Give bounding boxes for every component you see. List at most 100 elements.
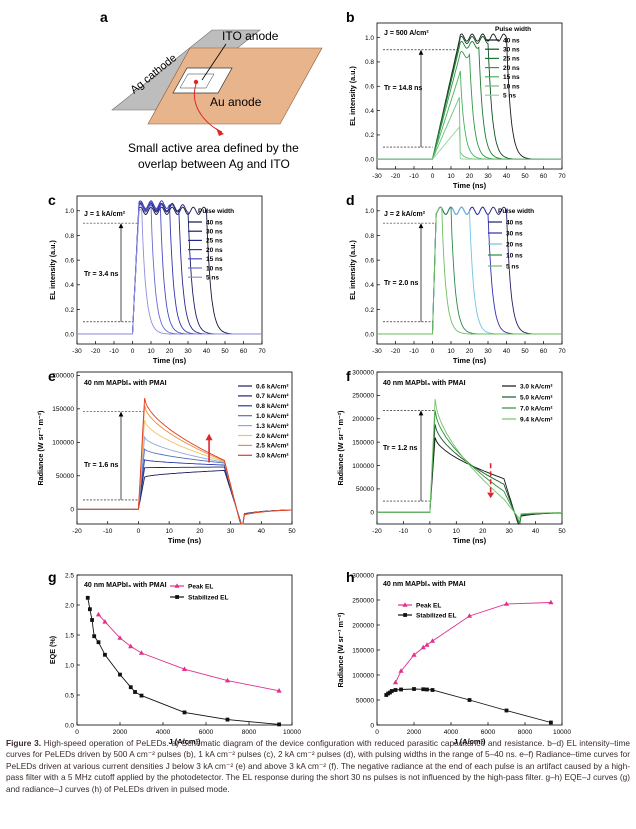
- series-line: [377, 399, 562, 520]
- data-point: [398, 668, 404, 673]
- data-point: [389, 689, 394, 693]
- data-point: [467, 698, 472, 702]
- y-tick-label: 0.8: [365, 59, 374, 66]
- data-point: [138, 650, 145, 655]
- legend-label: 15 ns: [206, 256, 223, 263]
- series-line: [377, 33, 562, 160]
- schematic-panel: a ITO anode Ag cathode Au anode Small ac…: [100, 9, 323, 171]
- panel-label: f: [346, 368, 351, 384]
- legend-label: 0.8 kA/cm²: [256, 403, 289, 410]
- y-tick-label: 1.0: [65, 208, 74, 215]
- tr-arrowhead: [418, 223, 424, 229]
- x-axis-label: J (A/cm²): [453, 737, 486, 746]
- data-point: [549, 720, 553, 725]
- data-point: [96, 640, 101, 645]
- x-tick-label: 20: [166, 348, 174, 355]
- legend-label: 0.7 kA/cm²: [256, 393, 289, 400]
- x-tick-label: 30: [184, 348, 192, 355]
- data-point: [128, 643, 134, 649]
- y-axis-label: EQE (%): [48, 635, 57, 664]
- x-axis-label: Time (ns): [453, 356, 487, 365]
- y-tick-label: 1.0: [65, 662, 74, 669]
- x-tick-label: 20: [479, 528, 487, 535]
- data-point: [225, 717, 230, 722]
- legend-label: 2.0 kA/cm²: [256, 433, 289, 440]
- legend-title: Pulse width: [495, 26, 531, 33]
- panel-label: b: [346, 9, 355, 25]
- x-tick-label: 70: [558, 348, 566, 355]
- legend-label: 30 ns: [206, 229, 223, 236]
- x-tick-label: -30: [372, 348, 382, 355]
- x-tick-label: 0: [137, 528, 141, 535]
- legend-label: 3.0 kA/cm²: [256, 453, 289, 460]
- chart-panel-h: 0 2000 4000 6000 8000 10000050000100000150000…: [336, 569, 571, 746]
- data-point: [429, 638, 436, 643]
- y-tick-label: 0: [370, 510, 374, 517]
- data-point: [118, 672, 122, 677]
- series-line: [77, 435, 293, 525]
- series-line: [377, 206, 562, 335]
- data-point: [224, 677, 231, 683]
- x-tick-label: 30: [484, 173, 492, 180]
- x-tick-label: 0: [75, 729, 79, 736]
- y-axis-label: EL intensity (a.u.): [348, 66, 357, 126]
- x-tick-label: 10000: [283, 729, 301, 736]
- series-line: [77, 209, 262, 335]
- x-tick-label: 50: [558, 528, 566, 535]
- data-point: [182, 710, 187, 715]
- x-tick-label: 8000: [518, 729, 533, 736]
- y-tick-label: 2.0: [65, 602, 74, 609]
- legend-label: 40 ns: [503, 37, 520, 44]
- x-axis-label: Time (ns): [153, 356, 187, 365]
- series-line: [87, 597, 280, 725]
- legend-label: 10 ns: [503, 83, 520, 90]
- legend-marker: [402, 602, 408, 607]
- legend-label: 5.0 kA/cm²: [520, 394, 553, 401]
- legend-label: 20 ns: [506, 241, 523, 248]
- active-area-note-line2: overlap between Ag and ITO: [138, 157, 290, 171]
- y-tick-label: 0.4: [365, 282, 374, 289]
- legend-label: 5 ns: [503, 93, 516, 100]
- y-tick-label: 150000: [52, 406, 74, 413]
- y-tick-label: 250000: [352, 597, 374, 604]
- x-tick-label: 50: [221, 348, 229, 355]
- panel-annotation: 40 nm MAPbI₃ with PMAI: [383, 581, 466, 588]
- y-tick-label: 0.0: [65, 331, 74, 338]
- x-axis-label: Time (ns): [453, 536, 487, 545]
- x-tick-label: -10: [409, 348, 419, 355]
- series-line: [377, 125, 562, 160]
- data-point: [421, 687, 426, 692]
- x-tick-label: 30: [227, 528, 235, 535]
- caption-text: High-speed operation of PeLEDs. a) Schem…: [6, 738, 630, 794]
- x-axis-label: J (A/cm²): [168, 737, 201, 746]
- legend-label: 1.3 kA/cm²: [256, 423, 289, 430]
- y-tick-label: 2.5: [65, 572, 74, 579]
- data-point: [103, 652, 107, 657]
- y-axis-label: Radiance (W sr⁻¹ m⁻²): [336, 410, 345, 486]
- y-tick-label: 1.0: [365, 208, 374, 215]
- legend-label: 1.0 kA/cm²: [256, 413, 289, 420]
- active-area-note-line1: Small active area defined by the: [128, 141, 299, 155]
- panel-label: c: [48, 192, 56, 208]
- x-tick-label: 40: [532, 528, 540, 535]
- series-line: [377, 206, 562, 335]
- series-line: [98, 614, 280, 692]
- x-tick-label: -20: [72, 528, 82, 535]
- x-tick-label: 0: [375, 729, 379, 736]
- panel-label: d: [346, 192, 355, 208]
- x-tick-label: 40: [503, 348, 511, 355]
- panel-label: e: [48, 368, 56, 384]
- x-tick-label: 0: [431, 173, 435, 180]
- chart-panel-c: -30 -20 -10 0 10 20 30 40 50 60 70 0.0 0.2 0.4 0.6 0.8 1…: [48, 192, 266, 365]
- legend-label: Stabilized EL: [188, 594, 228, 601]
- x-tick-label: 8000: [242, 729, 257, 736]
- data-point: [117, 635, 123, 640]
- plot-frame: [76, 574, 293, 726]
- y-tick-label: 0.4: [365, 108, 374, 115]
- x-tick-label: -20: [372, 528, 382, 535]
- x-axis-label: Time (ns): [453, 181, 487, 190]
- legend-label: 7.0 kA/cm²: [520, 405, 553, 412]
- series-line: [77, 201, 262, 335]
- x-tick-label: 50: [521, 173, 529, 180]
